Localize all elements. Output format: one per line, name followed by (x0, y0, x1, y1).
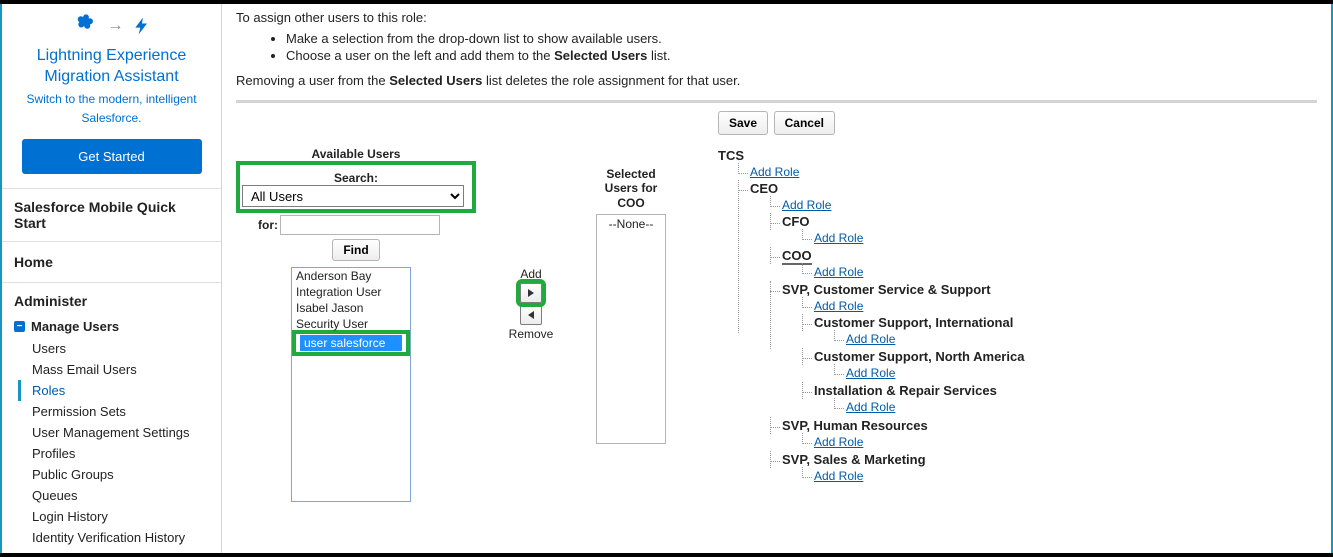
nav-home[interactable]: Home (2, 242, 221, 283)
search-label: Search: (242, 171, 470, 185)
role-cfo[interactable]: CFO (782, 214, 809, 229)
arrow-icon: → (108, 17, 124, 35)
main-content: To assign other users to this role: Make… (222, 4, 1331, 553)
add-role-link[interactable]: Add Role (846, 366, 895, 380)
cloud-flower-icon (72, 12, 100, 40)
cancel-button[interactable]: Cancel (774, 111, 835, 135)
lex-sub-l1: Switch to the modern, intelligent (12, 92, 211, 108)
add-role-link[interactable]: Add Role (814, 231, 863, 245)
for-label: for: (258, 218, 278, 232)
role-tree: TCS Add Role CEO Add Role CFO (676, 147, 1317, 487)
intro-bullet1: Make a selection from the drop-down list… (286, 31, 1317, 46)
list-item[interactable]: Integration User (292, 284, 410, 300)
list-item[interactable]: Isabel Jason (292, 300, 410, 316)
nav-user-mgmt[interactable]: User Management Settings (32, 422, 221, 443)
lex-migration-box: → Lightning Experience Migration Assista… (2, 4, 221, 189)
selected-users-title: Selected Users for COO (586, 167, 676, 210)
nav-queues[interactable]: Queues (32, 485, 221, 506)
selected-users-list[interactable]: --None-- (596, 214, 666, 444)
arrow-left-icon (527, 310, 535, 320)
add-role-link[interactable]: Add Role (846, 400, 895, 414)
sidebar: → Lightning Experience Migration Assista… (2, 4, 222, 553)
role-install[interactable]: Installation & Repair Services (814, 383, 997, 398)
role-ceo[interactable]: CEO (750, 181, 778, 196)
lightning-icon (132, 12, 152, 40)
button-bar: Save Cancel (236, 111, 1317, 135)
lex-icons: → (12, 12, 211, 40)
nav-login-history[interactable]: Login History (32, 506, 221, 527)
available-users-col: Available Users Search: All Users for: F… (236, 147, 476, 502)
add-role-link[interactable]: Add Role (782, 198, 831, 212)
for-row: for: (258, 215, 476, 235)
sf-mobile-quick-start[interactable]: Salesforce Mobile Quick Start (2, 189, 221, 242)
add-role-link[interactable]: Add Role (814, 435, 863, 449)
nav-roles[interactable]: Roles (18, 380, 221, 401)
role-svp-sales[interactable]: SVP, Sales & Marketing (782, 452, 926, 467)
nav-manage-users-label: Manage Users (31, 319, 119, 334)
lex-title-l1: Lightning Experience (12, 46, 211, 67)
lex-title-l2: Migration Assistant (12, 67, 211, 88)
minus-icon: − (14, 321, 25, 332)
nav-users[interactable]: Users (32, 338, 221, 359)
assignment-panel: Save Cancel Available Users Search: All … (236, 100, 1317, 502)
arrow-right-icon (527, 288, 535, 298)
find-button[interactable]: Find (332, 239, 379, 261)
role-tcs[interactable]: TCS (718, 148, 744, 163)
available-users-list[interactable]: Anderson Bay Integration User Isabel Jas… (291, 267, 411, 502)
remove-label: Remove (476, 327, 586, 341)
nav-identity-verif[interactable]: Identity Verification History (32, 527, 221, 548)
add-button[interactable] (520, 283, 542, 303)
add-label: Add (476, 267, 586, 281)
selected-users-col: Selected Users for COO --None-- (586, 147, 676, 444)
lex-sub-l2: Salesforce. (12, 111, 211, 127)
list-item[interactable]: Anderson Bay (292, 268, 410, 284)
role-cs-na[interactable]: Customer Support, North America (814, 349, 1024, 364)
intro-remove: Removing a user from the Selected Users … (236, 73, 1317, 88)
role-svp-css[interactable]: SVP, Customer Service & Support (782, 282, 991, 297)
nav-perm-sets[interactable]: Permission Sets (32, 401, 221, 422)
selected-none: --None-- (599, 217, 663, 231)
nav-public-groups[interactable]: Public Groups (32, 464, 221, 485)
nav-profiles[interactable]: Profiles (32, 443, 221, 464)
nav-administer: Administer (2, 283, 221, 315)
search-highlight: Search: All Users (236, 161, 476, 213)
save-button[interactable]: Save (718, 111, 768, 135)
intro-line1: To assign other users to this role: (236, 10, 1317, 25)
add-role-link[interactable]: Add Role (814, 469, 863, 483)
get-started-button[interactable]: Get Started (22, 139, 202, 174)
search-select[interactable]: All Users (242, 185, 464, 207)
role-cs-intl[interactable]: Customer Support, International (814, 315, 1013, 330)
list-item-highlight: user salesforce (292, 330, 410, 356)
nav-mass-email[interactable]: Mass Email Users (32, 359, 221, 380)
add-role-link[interactable]: Add Role (846, 332, 895, 346)
add-role-link[interactable]: Add Role (814, 299, 863, 313)
list-item-selected[interactable]: user salesforce (300, 335, 402, 351)
add-remove-col: Add Remove (476, 147, 586, 341)
for-input[interactable] (280, 215, 440, 235)
add-role-link[interactable]: Add Role (814, 265, 863, 279)
intro-bullet2: Choose a user on the left and add them t… (286, 48, 1317, 63)
remove-button[interactable] (520, 305, 542, 325)
nav-manage-users-list: Users Mass Email Users Roles Permission … (2, 338, 221, 548)
add-role-link[interactable]: Add Role (750, 165, 799, 179)
available-users-title: Available Users (236, 147, 476, 161)
role-svp-hr[interactable]: SVP, Human Resources (782, 418, 928, 433)
intro-text: To assign other users to this role: Make… (236, 10, 1317, 88)
nav-manage-users[interactable]: − Manage Users (2, 315, 221, 338)
